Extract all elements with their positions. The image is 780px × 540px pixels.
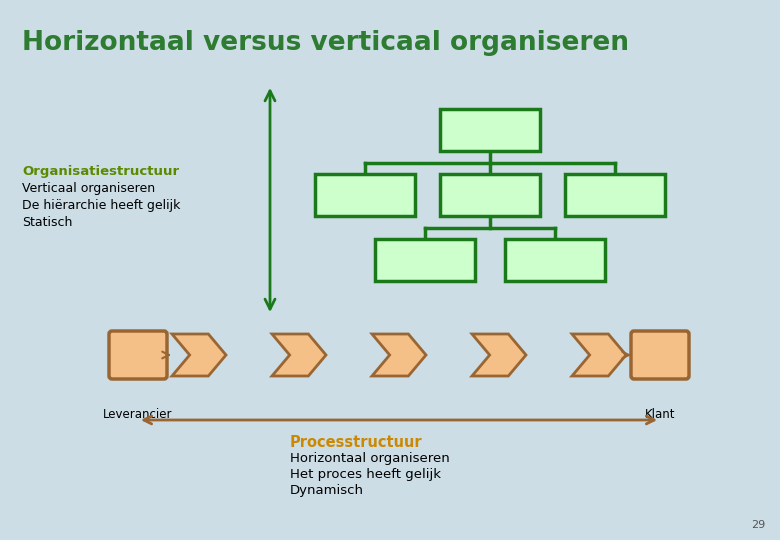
Bar: [565, 174, 665, 216]
Polygon shape: [272, 334, 326, 376]
Polygon shape: [472, 334, 526, 376]
Text: Statisch: Statisch: [22, 216, 73, 229]
Text: Klant: Klant: [645, 408, 675, 421]
FancyBboxPatch shape: [109, 331, 167, 379]
Text: Processtructuur: Processtructuur: [290, 435, 423, 450]
Bar: [505, 239, 605, 281]
Text: Horizontaal versus verticaal organiseren: Horizontaal versus verticaal organiseren: [22, 30, 629, 56]
Text: Horizontaal organiseren: Horizontaal organiseren: [290, 452, 450, 465]
Text: Het proces heeft gelijk: Het proces heeft gelijk: [290, 468, 441, 481]
Polygon shape: [172, 334, 226, 376]
Text: Leverancier: Leverancier: [103, 408, 172, 421]
Text: 29: 29: [750, 520, 765, 530]
Bar: [440, 174, 540, 216]
Bar: [315, 174, 415, 216]
Polygon shape: [572, 334, 626, 376]
FancyBboxPatch shape: [631, 331, 689, 379]
Text: Organisatiestructuur: Organisatiestructuur: [22, 165, 179, 178]
Text: Verticaal organiseren: Verticaal organiseren: [22, 182, 155, 195]
Bar: [375, 239, 475, 281]
Bar: [440, 109, 540, 151]
Text: De hiërarchie heeft gelijk: De hiërarchie heeft gelijk: [22, 199, 180, 212]
Text: Dynamisch: Dynamisch: [290, 484, 364, 497]
Polygon shape: [372, 334, 426, 376]
